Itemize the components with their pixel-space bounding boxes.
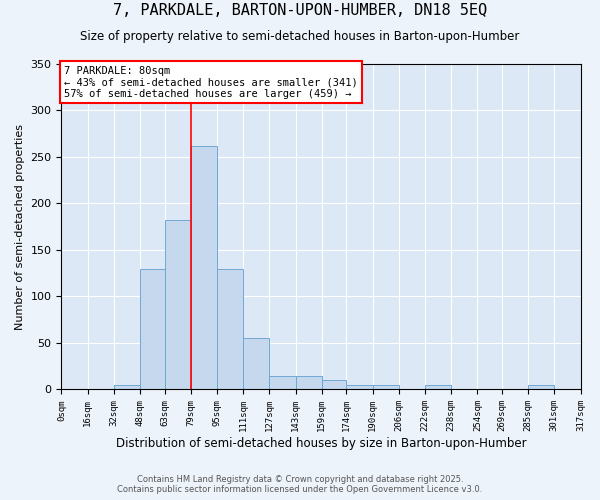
Bar (322, 380, 346, 390)
Bar (140, 268, 164, 390)
Bar (164, 220, 191, 390)
Bar (425, 385, 451, 390)
Text: 7 PARKDALE: 80sqm
← 43% of semi-detached houses are smaller (341)
57% of semi-de: 7 PARKDALE: 80sqm ← 43% of semi-detached… (64, 66, 358, 99)
Y-axis label: Number of semi-detached properties: Number of semi-detached properties (15, 124, 25, 330)
Bar (373, 385, 399, 390)
Bar (114, 385, 140, 390)
Bar (528, 385, 554, 390)
Bar (191, 146, 217, 390)
X-axis label: Distribution of semi-detached houses by size in Barton-upon-Humber: Distribution of semi-detached houses by … (116, 437, 526, 450)
Bar (346, 385, 373, 390)
Bar (296, 376, 322, 390)
Bar (243, 338, 269, 390)
Text: 7, PARKDALE, BARTON-UPON-HUMBER, DN18 5EQ: 7, PARKDALE, BARTON-UPON-HUMBER, DN18 5E… (113, 3, 487, 18)
Bar (269, 376, 296, 390)
Text: Size of property relative to semi-detached houses in Barton-upon-Humber: Size of property relative to semi-detach… (80, 30, 520, 43)
Text: Contains HM Land Registry data © Crown copyright and database right 2025.
Contai: Contains HM Land Registry data © Crown c… (118, 475, 482, 494)
Bar (217, 268, 243, 390)
